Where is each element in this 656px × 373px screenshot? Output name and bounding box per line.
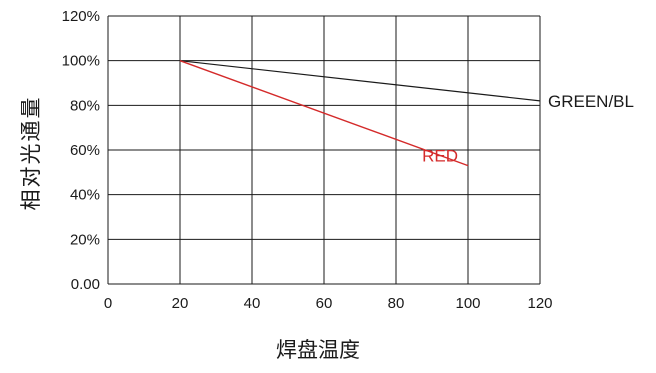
x-tick-label: 60 xyxy=(316,295,333,312)
y-tick-label: 40% xyxy=(70,187,100,204)
x-tick-label: 40 xyxy=(244,295,261,312)
series-layer xyxy=(179,60,541,167)
y-tick-label: 100% xyxy=(62,53,100,70)
x-tick-label: 80 xyxy=(388,295,405,312)
y-tick-label: 20% xyxy=(70,231,100,248)
y-tick-label: 0.00 xyxy=(71,276,100,293)
x-tick-label: 120 xyxy=(527,295,552,312)
series-label-green-bl: GREEN/BL xyxy=(548,92,634,111)
series-line-green-bl xyxy=(179,60,541,102)
series-labels: GREEN/BL RED xyxy=(422,92,634,166)
y-axis-title: 相对光通量 xyxy=(19,96,43,211)
series-line-red xyxy=(179,60,469,167)
y-tick-label: 120% xyxy=(62,8,100,25)
x-axis-title: 焊盘温度 xyxy=(276,338,360,362)
x-tick-label: 100 xyxy=(455,295,480,312)
series-label-red: RED xyxy=(422,147,458,166)
y-tick-label: 60% xyxy=(70,142,100,159)
grid-lines xyxy=(107,15,541,285)
x-tick-label: 0 xyxy=(104,295,112,312)
x-tick-label: 20 xyxy=(172,295,189,312)
y-tick-label: 80% xyxy=(70,97,100,114)
tick-labels: 0 20 40 60 80 100 120 0.00 20% 40% 60% 80% 100% 120% xyxy=(62,8,553,312)
